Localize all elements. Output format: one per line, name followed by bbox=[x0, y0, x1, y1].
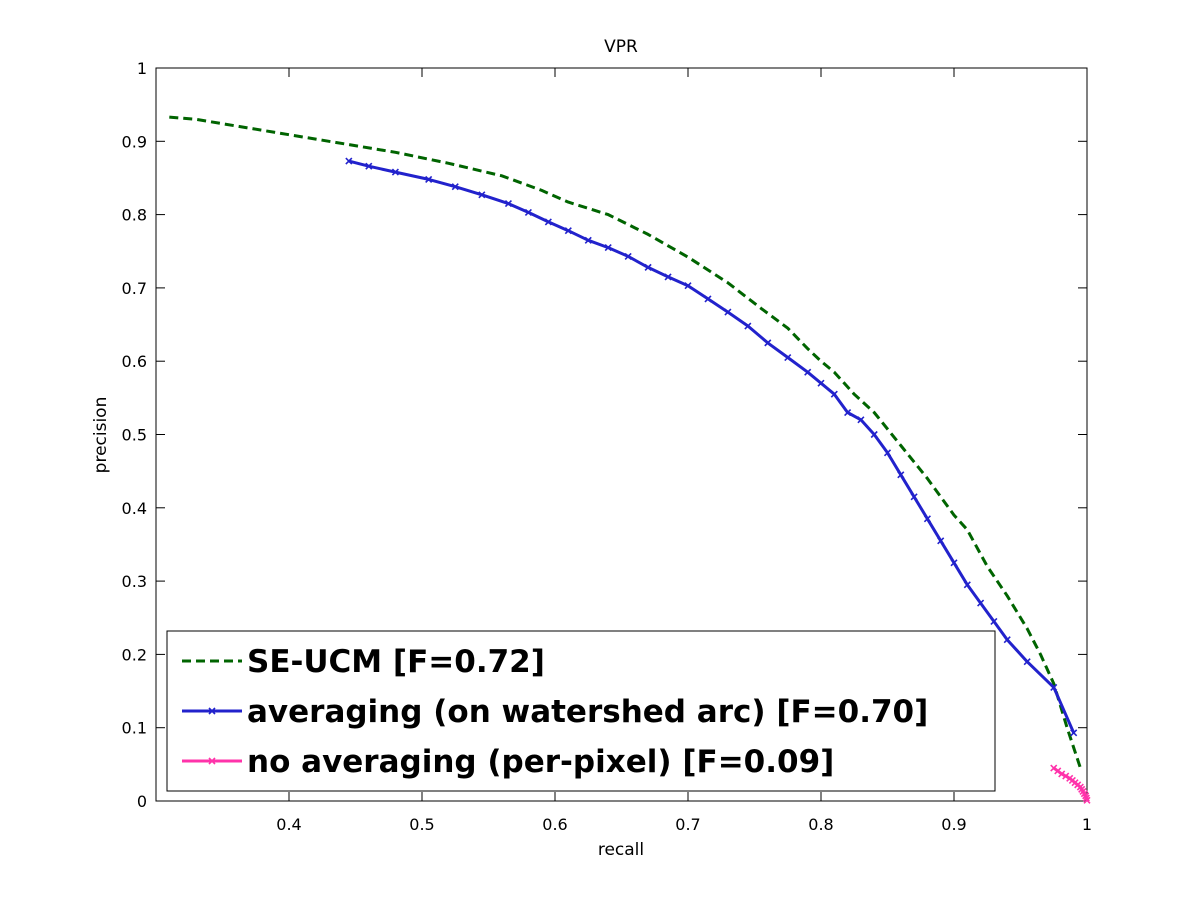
y-tick-label: 1 bbox=[137, 59, 147, 78]
data-point-marker bbox=[804, 368, 812, 376]
data-point-marker bbox=[744, 322, 752, 330]
data-point-marker bbox=[644, 263, 652, 271]
data-point-marker bbox=[345, 157, 353, 165]
data-point-marker bbox=[604, 244, 612, 252]
data-point-marker bbox=[1023, 658, 1031, 666]
data-point-marker bbox=[664, 273, 672, 281]
y-tick-label: 0 bbox=[137, 792, 147, 811]
y-tick-label: 0.4 bbox=[122, 499, 147, 518]
data-point-marker bbox=[784, 353, 792, 362]
data-point-marker bbox=[544, 218, 552, 226]
x-tick-label: 0.8 bbox=[808, 815, 833, 834]
data-point-marker bbox=[1003, 636, 1011, 644]
data-point-marker bbox=[425, 175, 433, 183]
y-tick-label: 0.1 bbox=[122, 719, 147, 738]
data-point-marker bbox=[857, 416, 865, 424]
data-point-marker bbox=[1083, 796, 1091, 804]
data-point-marker bbox=[704, 295, 712, 303]
data-point-marker bbox=[564, 227, 572, 235]
data-point-marker bbox=[950, 559, 958, 567]
x-tick-label: 0.5 bbox=[409, 815, 434, 834]
data-point-marker bbox=[897, 471, 905, 479]
data-point-marker bbox=[937, 537, 945, 545]
data-point-marker bbox=[391, 168, 399, 176]
legend-label-2: averaging (on watershed arc) [F=0.70] bbox=[247, 694, 928, 730]
data-point-marker bbox=[910, 493, 918, 501]
data-point-marker bbox=[504, 200, 513, 208]
x-tick-label: 0.6 bbox=[542, 815, 567, 834]
data-point-marker bbox=[883, 449, 892, 457]
data-point-marker bbox=[830, 390, 838, 398]
y-tick-label: 0.7 bbox=[122, 279, 147, 298]
data-point-marker bbox=[451, 183, 459, 191]
y-tick-label: 0.3 bbox=[122, 572, 147, 591]
data-point-marker bbox=[524, 208, 532, 216]
data-point-marker bbox=[724, 308, 732, 316]
legend-marker bbox=[208, 707, 216, 715]
x-tick-label: 0.9 bbox=[941, 815, 966, 834]
data-point-marker bbox=[977, 599, 985, 607]
x-axis-label: recall bbox=[598, 840, 644, 860]
data-point-marker bbox=[365, 162, 373, 170]
y-tick-label: 0.8 bbox=[122, 206, 147, 225]
data-point-marker bbox=[990, 617, 998, 625]
x-tick-label: 1 bbox=[1082, 815, 1092, 834]
series-lines bbox=[169, 115, 1091, 804]
data-point-marker bbox=[764, 339, 772, 347]
y-tick-label: 0.2 bbox=[122, 645, 147, 664]
data-point-marker bbox=[817, 379, 825, 387]
data-point-marker bbox=[1062, 772, 1070, 780]
y-tick-label: 0.9 bbox=[122, 132, 147, 151]
y-tick-label: 0.6 bbox=[122, 352, 147, 371]
data-point-marker bbox=[1050, 683, 1058, 691]
data-point-marker bbox=[1058, 770, 1066, 778]
legend: SE-UCM [F=0.72] averaging (on watershed a… bbox=[166, 630, 996, 792]
series-line-2 bbox=[348, 159, 1076, 734]
x-tick-label: 0.7 bbox=[675, 815, 700, 834]
chart-title: VPR bbox=[604, 37, 638, 57]
data-point-marker bbox=[1082, 794, 1090, 802]
data-point-marker bbox=[584, 236, 592, 244]
legend-box bbox=[166, 630, 996, 792]
y-tick-label: 0.5 bbox=[122, 426, 147, 445]
legend-marker bbox=[208, 757, 216, 765]
axis-ticks: 0.4 0.5 0.6 0.7 0.8 0.9 1 0 0.1 0.2 0.3 0.4 0.5 0.6 0.… bbox=[122, 59, 1093, 834]
data-point-marker bbox=[844, 408, 852, 417]
data-point-marker bbox=[963, 581, 971, 589]
legend-label-3: no averaging (per-pixel) [F=0.09] bbox=[247, 744, 834, 780]
legend-label-1: SE-UCM [F=0.72] bbox=[247, 644, 545, 680]
data-point-marker bbox=[1070, 729, 1078, 737]
data-point-marker bbox=[684, 282, 692, 290]
y-axis-label: precision bbox=[91, 397, 111, 474]
x-tick-label: 0.4 bbox=[276, 815, 301, 834]
data-point-marker bbox=[923, 515, 931, 523]
data-point-marker bbox=[478, 191, 486, 199]
data-point-marker bbox=[870, 430, 878, 439]
series-line-1 bbox=[169, 115, 1082, 769]
data-point-marker bbox=[624, 252, 632, 260]
